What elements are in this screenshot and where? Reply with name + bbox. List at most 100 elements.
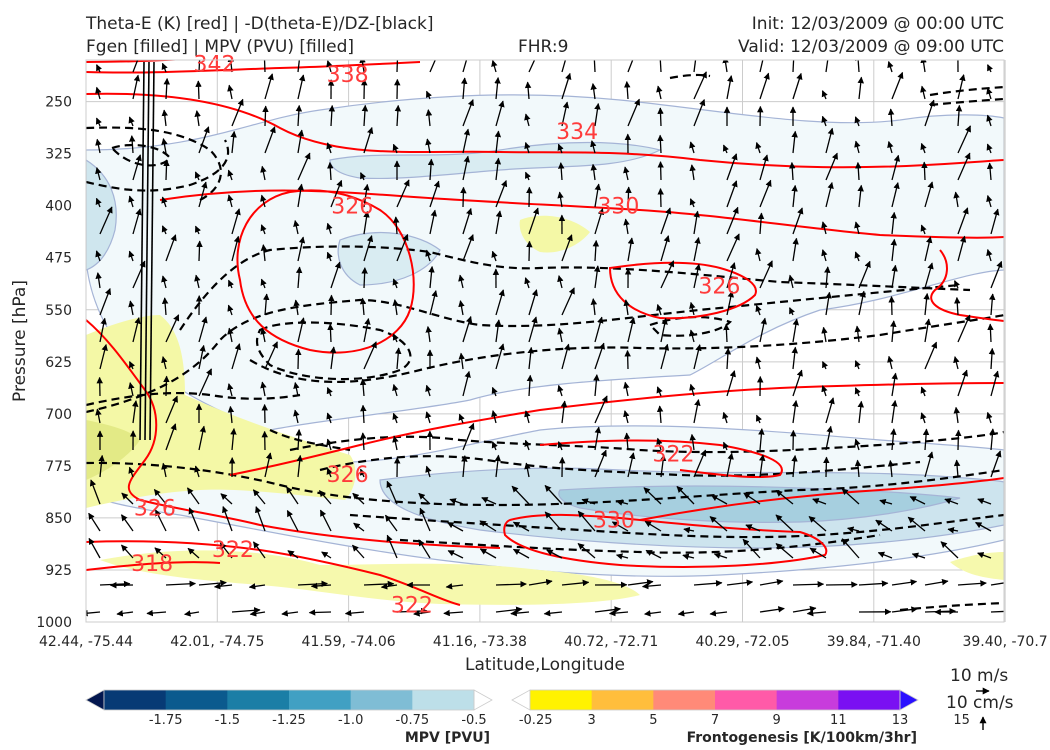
- colorbar-segment: [165, 690, 228, 710]
- wind-vector: [326, 251, 333, 262]
- wind-vector: [264, 126, 276, 154]
- wind-vector: [791, 346, 798, 370]
- wind-vector: [546, 549, 563, 559]
- wind-vector: [590, 83, 597, 100]
- wind-vector: [940, 541, 959, 559]
- wind-vector: [262, 293, 270, 316]
- dthetae-dz-contour: [86, 283, 961, 414]
- wind-vector: [557, 191, 564, 208]
- wind-vector: [891, 182, 900, 208]
- wind-vector: [88, 512, 101, 532]
- colorbar-segment: [591, 690, 654, 710]
- wind-vector: [352, 492, 365, 505]
- y-tick-labels: 250 325 400 475 550 625 700 775 850 925 1000: [36, 95, 72, 631]
- wind-vector: [363, 341, 377, 370]
- wind-vector: [227, 60, 235, 73]
- wind-vector: [392, 143, 399, 154]
- wind-vector: [99, 317, 107, 343]
- wind-vector: [957, 580, 987, 587]
- wind-vector: [758, 454, 766, 478]
- wind-vector: [709, 516, 728, 532]
- wind-vector: [165, 234, 177, 262]
- wind-vector: [524, 141, 531, 154]
- wind-vector: [792, 60, 795, 73]
- wind-vector: [809, 547, 827, 559]
- wind-vector: [808, 516, 827, 532]
- wind-vector: [392, 412, 399, 424]
- wind-vector: [443, 609, 464, 617]
- wind-vector: [656, 437, 663, 451]
- colorbar-tick-label: -0.5: [461, 713, 486, 728]
- theta-e-contour-label: 326: [134, 497, 176, 522]
- wind-vector: [755, 414, 762, 424]
- colorbar-segment: [838, 690, 901, 710]
- wind-vector: [657, 134, 664, 154]
- wind-vector: [592, 239, 600, 262]
- wind-vector: [231, 208, 241, 235]
- wind-vector: [394, 347, 402, 370]
- x-tick-label: 41.16, -73.38: [433, 634, 527, 650]
- wind-vector: [857, 400, 864, 424]
- wind-vector: [295, 104, 303, 127]
- wind-vector: [260, 327, 267, 343]
- wind-vector: [924, 99, 935, 127]
- wind-vector: [184, 610, 200, 617]
- wind-vector: [329, 346, 337, 370]
- wind-vector: [286, 510, 299, 532]
- wind-vector: [154, 547, 167, 559]
- wind-vector: [557, 327, 564, 343]
- wind-vector: [689, 383, 696, 397]
- wind-vector: [295, 429, 303, 451]
- wind-vector: [693, 449, 707, 478]
- wind-vector: [231, 343, 241, 370]
- wind-vector: [890, 428, 897, 451]
- wind-vector: [264, 452, 273, 478]
- wind-vector: [990, 610, 1004, 613]
- wind-vector: [888, 295, 895, 316]
- dthetae-dz-contour: [86, 461, 1004, 507]
- wind-vector: [495, 210, 503, 235]
- wind-vector: [855, 161, 862, 181]
- wind-vector: [359, 378, 367, 397]
- wind-vector: [321, 551, 332, 559]
- wind-vector: [222, 505, 233, 532]
- wind-vector: [890, 211, 897, 235]
- wind-vector: [561, 343, 571, 370]
- colorbar-tick-label: 9: [773, 713, 781, 728]
- wind-vector: [326, 387, 333, 397]
- y-tick-label: 1000: [36, 615, 72, 631]
- wind-vector: [396, 179, 410, 208]
- wind-vector: [287, 550, 299, 559]
- wind-vector: [644, 610, 662, 617]
- wind-vector: [924, 181, 934, 208]
- wind-vector: [560, 400, 568, 424]
- wind-vector: [165, 580, 197, 588]
- wind-vector: [957, 125, 971, 154]
- wind-vector: [891, 71, 904, 100]
- wind-vector: [854, 360, 861, 370]
- wind-vector: [689, 164, 696, 181]
- y-tick-label: 625: [45, 355, 72, 371]
- wind-vector: [759, 606, 785, 613]
- wind-vector: [977, 498, 992, 505]
- wind-vector: [660, 207, 672, 235]
- wind-vector: [260, 165, 267, 181]
- wind-vector: [418, 539, 431, 559]
- x-tick-label: 39.40, -70.7: [962, 634, 1047, 650]
- wind-vector: [198, 425, 206, 451]
- wind-vector: [593, 374, 600, 397]
- wind-vector: [495, 289, 505, 316]
- wind-vector: [396, 60, 399, 73]
- wind-vector: [128, 300, 135, 316]
- wind-vector: [726, 452, 734, 478]
- x-axis-label: Latitude,Longitude: [465, 655, 625, 675]
- colorbar-segment: [350, 690, 413, 710]
- filled-contour-region: [86, 315, 356, 508]
- wind-vector: [594, 183, 601, 208]
- wind-vector: [524, 410, 531, 424]
- wind-vector: [775, 543, 794, 559]
- theta-e-contour-label: 326: [327, 463, 369, 488]
- wind-vector: [924, 341, 938, 370]
- wind-vector: [924, 578, 949, 586]
- wind-vector: [879, 498, 893, 506]
